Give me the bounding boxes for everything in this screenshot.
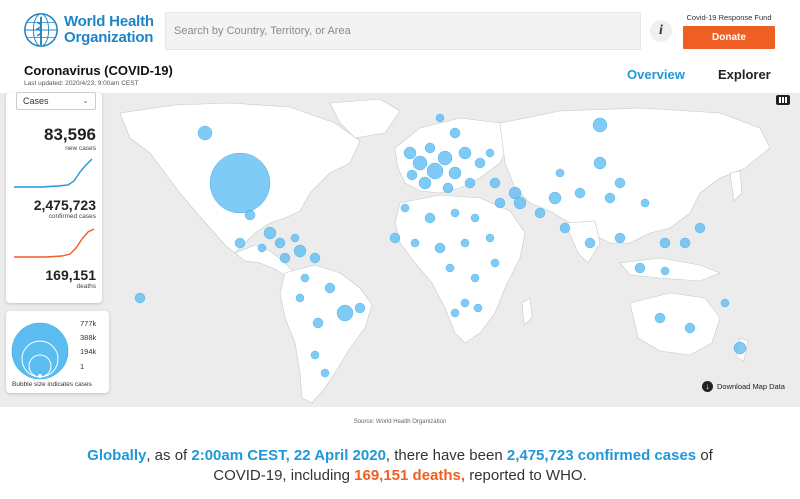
summary-date: 2:00am CEST, 22 April 2020 (191, 447, 386, 464)
fund-label: Covid-19 Response Fund (686, 13, 772, 22)
who-emblem-icon (24, 13, 58, 47)
download-icon: ↓ (702, 381, 713, 392)
top-bar: World Health Organization i Covid-19 Res… (0, 0, 800, 60)
bubble-usa (209, 152, 271, 214)
summary-part: , as of (146, 447, 192, 464)
map-canvas[interactable] (0, 93, 800, 407)
summary-globally: Globally (87, 447, 147, 464)
search-input[interactable] (165, 12, 641, 50)
chevron-down-icon: ⌄ (82, 96, 89, 105)
bubble-legend-note: Bubble size indicates cases (12, 381, 92, 388)
land-australia (629, 292, 721, 356)
land-africa (394, 194, 526, 344)
land-greenland (329, 98, 401, 139)
download-map-data-button[interactable]: ↓ Download Map Data (702, 381, 785, 392)
stats-panel (6, 93, 102, 303)
last-updated: Last updated: 2020/4/23, 9:00am CEST (24, 80, 139, 87)
page-title: Coronavirus (COVID-19) (24, 63, 173, 78)
land-india (564, 220, 601, 264)
bubble-legend-circles (11, 322, 69, 380)
legend-value-1: 1 (80, 362, 85, 371)
land-madagascar (521, 297, 533, 326)
map-source: Source: World Health Organization (353, 419, 447, 425)
land-asia (499, 107, 771, 244)
summary-deaths: 169,151 deaths, (354, 467, 466, 484)
new-cases-label: new cases (65, 145, 96, 152)
download-label: Download Map Data (717, 382, 785, 391)
confirmed-cases-value: 2,475,723 (33, 197, 96, 213)
info-icon[interactable]: i (650, 20, 672, 42)
legend-value-777k: 777k (80, 319, 97, 328)
bubble-legend: 777k 388k 194k 1 Bubble size indicates c… (6, 311, 109, 393)
deaths-label: deaths (76, 283, 96, 290)
land-europe (394, 117, 511, 194)
confirmed-cases-label: confirmed cases (48, 213, 96, 220)
tab-overview[interactable]: Overview (627, 67, 685, 82)
deaths-sparkline (14, 228, 95, 258)
legend-value-194k: 194k (80, 347, 97, 356)
who-logo[interactable]: World Health Organization (22, 9, 162, 51)
deaths-value: 169,151 (45, 267, 96, 283)
donate-button[interactable]: Donate (683, 26, 775, 49)
summary-part: reported to WHO. (465, 467, 587, 484)
world-map[interactable] (0, 93, 800, 407)
summary-text: Globally, as of 2:00am CEST, 22 April 20… (60, 446, 740, 486)
map-options-icon[interactable] (775, 93, 791, 107)
new-cases-value: 83,596 (44, 125, 96, 144)
summary-confirmed: 2,475,723 confirmed cases (506, 447, 697, 464)
summary-part: of COVID-19, including (213, 447, 713, 484)
tab-explorer[interactable]: Explorer (718, 67, 771, 82)
logo-text: World Health Organization (64, 13, 154, 46)
new-cases-sparkline (14, 158, 93, 188)
land-se-asia-islands (619, 257, 721, 282)
legend-value-388k: 388k (80, 333, 97, 342)
summary-part: , there have been (385, 447, 507, 464)
land-japan (729, 170, 743, 202)
metric-select[interactable]: Cases ⌄ (16, 92, 96, 110)
